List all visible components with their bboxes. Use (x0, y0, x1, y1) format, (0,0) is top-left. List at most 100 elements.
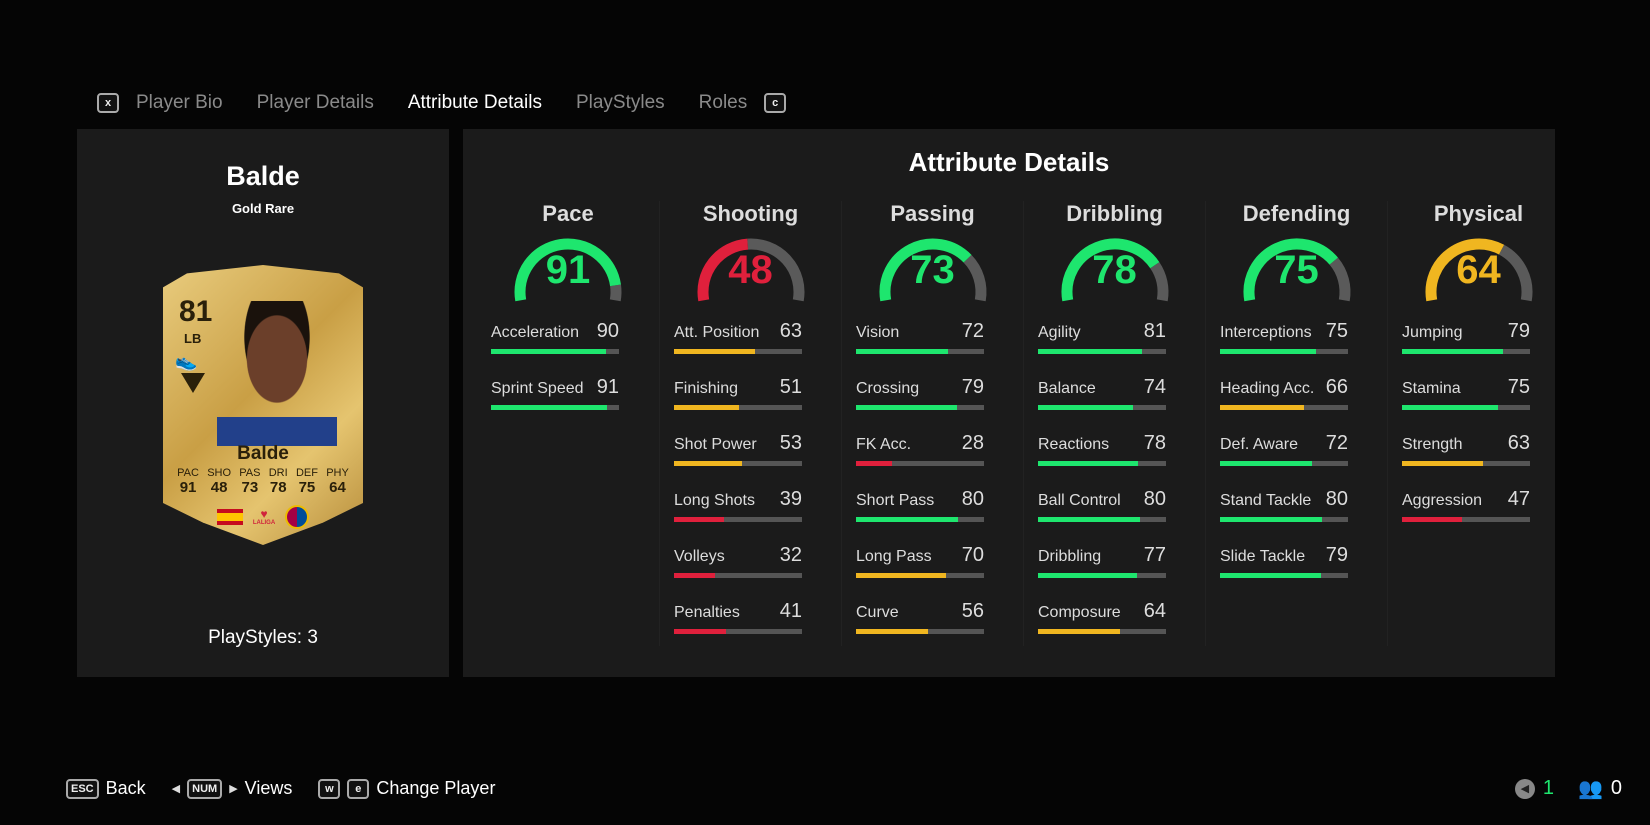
attribute-label: Stand Tackle (1220, 492, 1312, 509)
tab-player-bio[interactable]: Player Bio (136, 92, 223, 113)
attribute-bar (1402, 517, 1530, 522)
attribute-value: 64 (1143, 600, 1166, 622)
attribute-bar (856, 629, 984, 634)
tab-playstyles[interactable]: PlayStyles (575, 92, 665, 113)
category-title: Passing (890, 201, 975, 226)
attribute-label: Jumping (1402, 324, 1463, 341)
attribute-label: Finishing (674, 380, 739, 397)
attribute-value: 47 (1507, 488, 1530, 510)
attribute-row: Strength 63 (1402, 422, 1555, 478)
attribute-bar-fill (1038, 629, 1120, 634)
attribute-value: 39 (779, 488, 802, 510)
footer-controls: ESC Back ◀ NUM ▶ Views w e Change Player (66, 778, 495, 799)
attribute-row: Balance 74 (1038, 366, 1191, 422)
tab-attribute-details[interactable]: Attribute Details (407, 92, 542, 113)
attribute-label: Long Pass (856, 548, 932, 565)
attribute-bar-fill (674, 517, 724, 522)
attribute-bar (1038, 573, 1166, 578)
card-overall: 81 (179, 295, 213, 328)
gauge-svg (1061, 238, 1168, 302)
attribute-bar-fill (1220, 517, 1323, 522)
attribute-value: 56 (961, 600, 984, 622)
attribute-bar-fill (1038, 573, 1137, 578)
tab-player-details[interactable]: Player Details (256, 92, 374, 113)
attribute-label: Dribbling (1038, 548, 1102, 565)
attribute-row: Reactions 78 (1038, 422, 1191, 478)
attribute-row: Crossing 79 (856, 366, 1009, 422)
attribute-bar-fill (1402, 349, 1504, 354)
category-gauge: 73 (873, 234, 993, 304)
attribute-label: Curve (856, 604, 899, 621)
attribute-row: Att. Position 63 (674, 310, 827, 366)
attribute-label: Interceptions (1220, 324, 1312, 341)
attribute-bar-fill (674, 629, 727, 634)
attribute-bar-fill (856, 517, 959, 522)
gauge-svg (879, 238, 986, 302)
tab-roles[interactable]: Roles (698, 92, 748, 113)
gauge-svg (514, 238, 622, 302)
attribute-row: Jumping 79 (1402, 310, 1555, 366)
attribute-value: 81 (1143, 320, 1166, 342)
category-value: 73 (910, 248, 955, 292)
attribute-bar-fill (1220, 573, 1322, 578)
playstyles-count: PlayStyles: 3 (208, 627, 318, 648)
attribute-row: Acceleration 90 (491, 310, 645, 366)
attribute-value: 66 (1325, 376, 1348, 398)
attribute-bar-fill (1038, 517, 1141, 522)
player-panel: Balde Gold Rare 81 LB 👟 Balde PAC 91 SHO 4… (77, 129, 449, 677)
card-stat: PHY 64 (326, 467, 349, 496)
attribute-value: 32 (779, 544, 802, 566)
attribute-label: Def. Aware (1220, 436, 1298, 453)
category-value: 91 (545, 248, 591, 292)
views-button[interactable]: Views (244, 778, 293, 798)
attribute-label: Heading Acc. (1220, 380, 1315, 397)
change-player-button[interactable]: Change Player (376, 778, 496, 798)
prev-tab-key[interactable]: x (97, 93, 119, 113)
attribute-value: 91 (596, 376, 619, 398)
attribute-value: 70 (961, 544, 984, 566)
category-physical: Physical 64 Jumping 79 Stamina 75 Strength 6… (1387, 201, 1569, 646)
gauge-fill (1061, 238, 1159, 302)
attribute-row: Aggression 47 (1402, 478, 1555, 534)
player-photo (217, 301, 337, 446)
club-crest-icon (285, 505, 310, 529)
panel-title: Attribute Details (908, 147, 1110, 177)
esc-key[interactable]: ESC (66, 778, 99, 799)
category-value: 78 (1092, 248, 1137, 292)
attribute-label: Ball Control (1038, 492, 1121, 509)
attribute-label: Crossing (856, 380, 920, 397)
attribute-value: 80 (1143, 488, 1166, 510)
attribute-bar (674, 405, 802, 410)
next-player-key[interactable]: e (347, 778, 370, 799)
attribute-row: Interceptions 75 (1220, 310, 1373, 366)
attribute-value: 90 (596, 320, 619, 342)
skill-moves-icon (181, 373, 205, 393)
category-passing: Passing 73 Vision 72 Crossing 79 FK Acc. 28 … (841, 201, 1023, 646)
attribute-row: Sprint Speed 91 (491, 366, 645, 422)
attribute-bar (674, 629, 802, 634)
attribute-bar (1220, 405, 1348, 410)
attribute-row: Stamina 75 (1402, 366, 1555, 422)
attribute-row: Stand Tackle 80 (1220, 478, 1373, 534)
attribute-label: Vision (856, 324, 900, 341)
attribute-bar (1038, 517, 1166, 522)
num-key[interactable]: NUM (187, 778, 223, 799)
prev-player-key[interactable]: w (318, 778, 341, 799)
attribute-row: Def. Aware 72 (1220, 422, 1373, 478)
next-tab-key[interactable]: c (764, 93, 787, 113)
player-name: Balde (226, 161, 300, 191)
attribute-row: Long Shots 39 (674, 478, 827, 534)
arrow-left-icon: ◀ (171, 783, 181, 795)
attribute-bar-fill (1402, 405, 1498, 410)
attribute-bar-fill (856, 349, 949, 354)
attribute-bar-fill (674, 349, 755, 354)
attribute-value: 72 (1325, 432, 1348, 454)
gauge-track (962, 254, 986, 302)
gauge-fill (1243, 238, 1338, 302)
attribute-value: 77 (1143, 544, 1166, 566)
category-gauge: 78 (1055, 234, 1175, 304)
attribute-bar-fill (856, 405, 958, 410)
gauge-track (1149, 262, 1168, 302)
attribute-row: Heading Acc. 66 (1220, 366, 1373, 422)
back-button[interactable]: Back (105, 778, 146, 798)
